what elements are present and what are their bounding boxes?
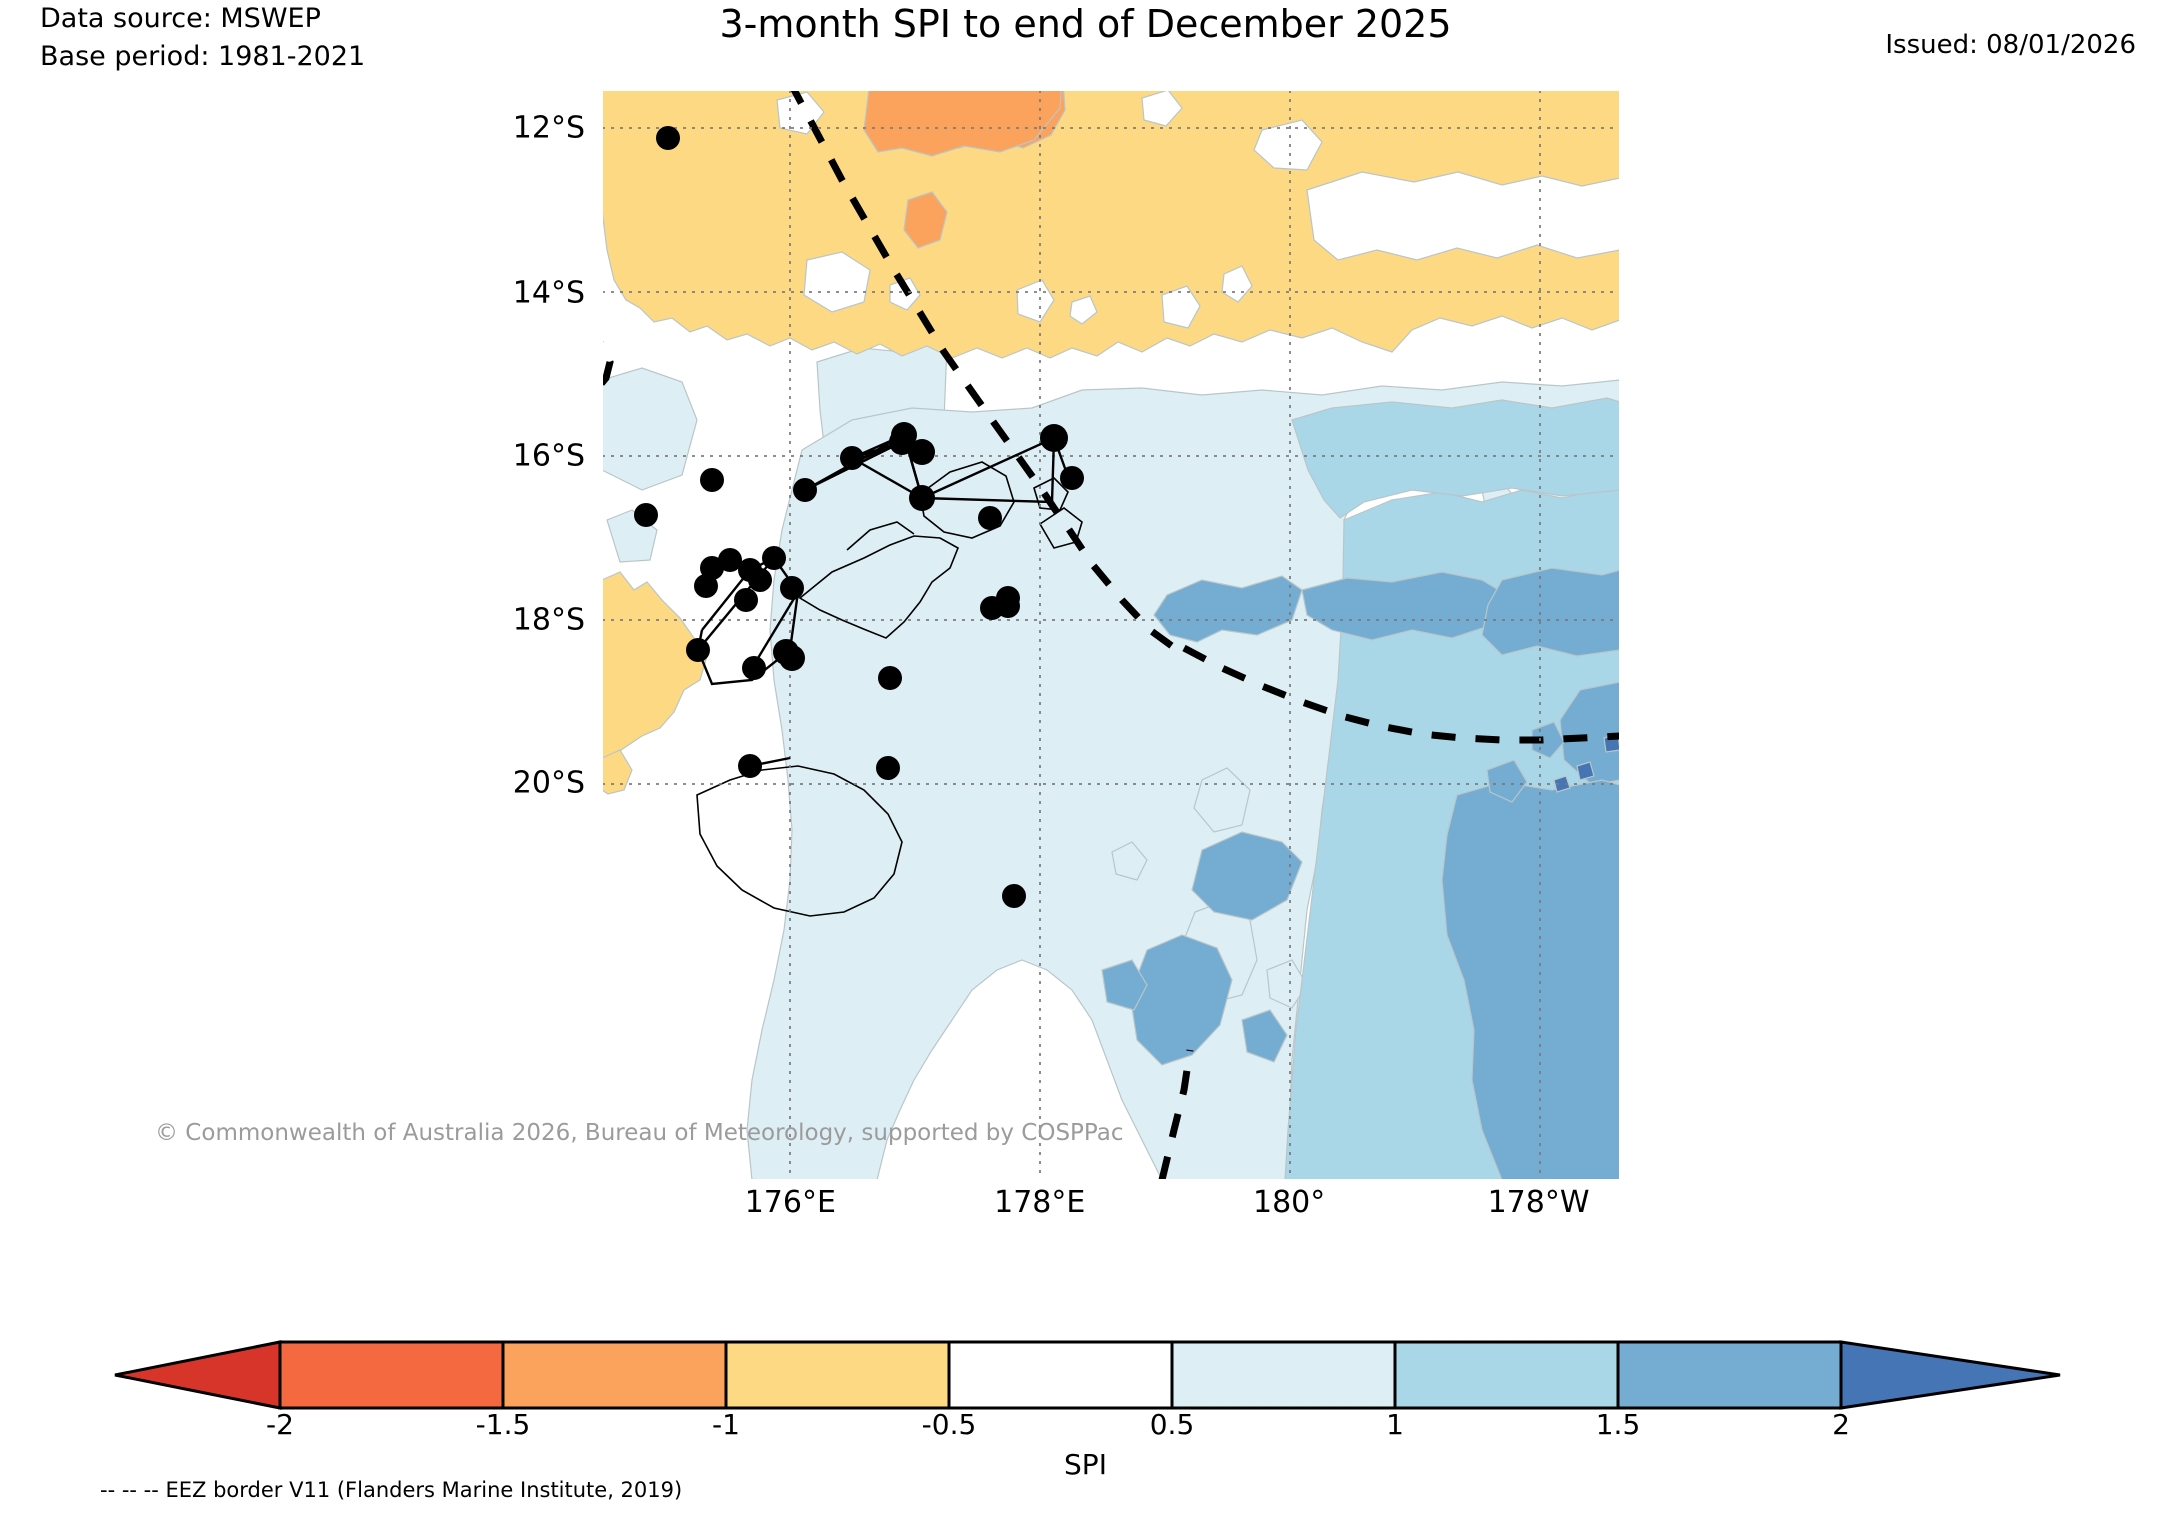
spi-contour-layer xyxy=(602,90,1620,1180)
station-marker xyxy=(780,576,804,600)
station-marker xyxy=(996,594,1020,618)
station-marker xyxy=(1002,884,1026,908)
cbar-band-lt-neg2 xyxy=(114,1340,282,1410)
ytick-12S: 12°S xyxy=(512,110,585,146)
issued-date-label: Issued: 08/01/2026 xyxy=(1885,30,2136,60)
cbar-tick-2: 2 xyxy=(1832,1408,1850,1441)
station-marker xyxy=(793,478,817,502)
station-marker xyxy=(840,446,864,470)
station-marker xyxy=(978,506,1002,530)
data-source-label: Data source: MSWEP xyxy=(40,3,321,34)
station-marker xyxy=(748,568,772,592)
station-marker xyxy=(742,656,766,680)
cbar-band-neg2-neg1.5 xyxy=(278,1340,505,1410)
spi-band-neg1.5-neg1 xyxy=(863,90,1066,249)
xtick-180: 180° xyxy=(1253,1185,1326,1220)
map-canvas xyxy=(602,90,1620,1180)
spi-map xyxy=(602,90,1620,1180)
cbar-band-neg1.5-neg1 xyxy=(501,1340,728,1410)
ytick-18S: 18°S xyxy=(512,602,585,638)
station-marker xyxy=(694,574,718,598)
eez-border xyxy=(602,90,1620,1180)
header-metadata: Data source: MSWEP Base period: 1981-202… xyxy=(40,0,365,77)
cbar-band-gt2 xyxy=(1839,1340,2061,1410)
xtick-176E: 176°E xyxy=(744,1185,836,1220)
station-marker xyxy=(891,422,917,448)
colorbar-ticks: -2 -1.5 -1 -0.5 0.5 1 1.5 2 xyxy=(105,1408,2070,1448)
longitude-axis: 176°E 178°E 180° 178°W xyxy=(602,1185,1620,1235)
ytick-14S: 14°S xyxy=(512,275,585,311)
xtick-178E: 178°E xyxy=(994,1185,1086,1220)
station-marker xyxy=(656,126,680,150)
cbar-band-neg0.5-0.5 xyxy=(947,1340,1174,1410)
eez-border-legend: -- -- -- EEZ border V11 (Flanders Marine… xyxy=(100,1478,683,1502)
cbar-tick-neg2: -2 xyxy=(266,1408,294,1441)
station-marker xyxy=(700,468,724,492)
page-title: 3-month SPI to end of December 2025 xyxy=(719,2,1452,46)
station-marker xyxy=(779,645,805,671)
cbar-tick-neg0.5: -0.5 xyxy=(921,1408,977,1441)
station-marker xyxy=(738,754,762,778)
spi-band-gt2 xyxy=(1553,733,1620,793)
station-marker xyxy=(734,588,758,612)
station-marker xyxy=(876,756,900,780)
cbar-band-neg1-neg0.5 xyxy=(724,1340,951,1410)
ytick-16S: 16°S xyxy=(512,438,585,474)
base-period-label: Base period: 1981-2021 xyxy=(40,41,366,73)
station-markers xyxy=(634,126,1084,908)
spi-colorbar xyxy=(105,1340,2070,1410)
cbar-tick-1: 1 xyxy=(1386,1408,1404,1441)
colorbar-svg xyxy=(114,1340,2061,1410)
colorbar-label: SPI xyxy=(1064,1448,1107,1481)
xtick-178W: 178°W xyxy=(1487,1185,1590,1220)
ytick-20S: 20°S xyxy=(512,765,585,801)
cbar-band-1-1.5 xyxy=(1393,1340,1620,1410)
cbar-band-0.5-1 xyxy=(1170,1340,1397,1410)
station-marker xyxy=(878,666,902,690)
cbar-tick-neg1.5: -1.5 xyxy=(475,1408,531,1441)
cbar-tick-0.5: 0.5 xyxy=(1149,1408,1195,1441)
station-marker xyxy=(686,638,710,662)
gridlines xyxy=(602,90,1620,1180)
cbar-tick-neg1: -1 xyxy=(712,1408,740,1441)
station-marker xyxy=(762,546,786,570)
latitude-axis: 12°S 14°S 16°S 18°S 20°S xyxy=(430,90,585,1180)
spi-band-1.5-2 xyxy=(1101,567,1620,1180)
coastline-layer xyxy=(696,461,1083,917)
station-marker xyxy=(909,485,935,511)
station-marker xyxy=(634,503,658,527)
map-frame-border xyxy=(602,90,1620,1180)
station-marker xyxy=(1060,466,1084,490)
station-marker xyxy=(1040,424,1068,452)
cbar-tick-1.5: 1.5 xyxy=(1595,1408,1641,1441)
station-marker xyxy=(909,439,935,465)
station-marker xyxy=(718,548,742,572)
cbar-band-1.5-2 xyxy=(1616,1340,1843,1410)
